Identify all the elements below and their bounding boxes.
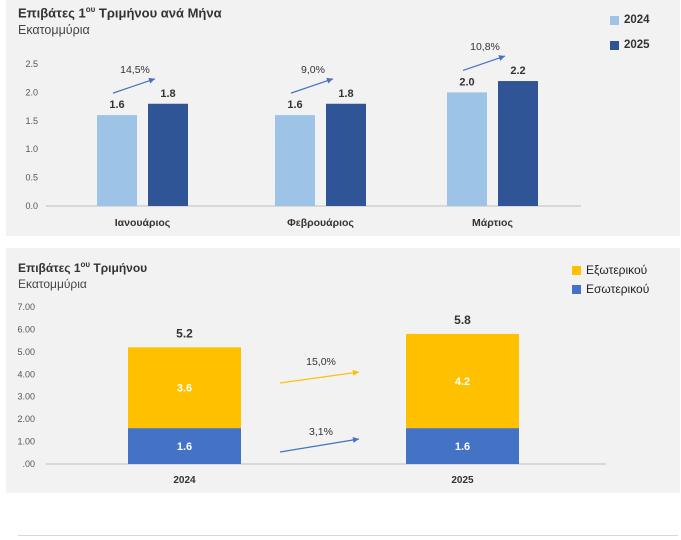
- legend-item-2025: 2025: [610, 37, 650, 53]
- chart-subtitle: Εκατομμύρια: [18, 23, 90, 37]
- chart-legend: Εξωτερικού Εσωτερικού: [572, 262, 649, 300]
- legend-label: 2025: [624, 39, 650, 51]
- legend-item-2024: 2024: [610, 12, 650, 28]
- bar-value-label: 2.2: [510, 65, 525, 77]
- y-tick-label: 1.00: [17, 437, 35, 447]
- y-tick-label: 0.5: [25, 173, 38, 183]
- monthly-chart-panel: Επιβάτες 1ου Τριμήνου ανά Μήνα Εκατομμύρ…: [6, 0, 680, 236]
- growth-label: 14,5%: [120, 64, 150, 76]
- bar-value-label: 1.8: [160, 88, 175, 100]
- x-tick-label: Μάρτιος: [472, 217, 513, 229]
- bar: [148, 103, 188, 206]
- chart-title: Επιβάτες 1ου Τριμήνου ανά Μήνα: [18, 5, 222, 21]
- bar-value-label: 2.0: [459, 76, 474, 88]
- x-tick-label: Φεβρουάριος: [287, 217, 354, 229]
- bar: [275, 115, 315, 206]
- monthly-bar-chart: 0.0 0.5 1.0 1.5 2.0 2.5 1.6 1.8 Ιανουάριος 14,5% 1…: [25, 41, 581, 229]
- quarter-stacked-bar-chart: .00 1.00 2.00 3.00 4.00 5.00 6.00 7.00 1.6 3.6 5.2…: [17, 302, 606, 486]
- total-value-label: 5.8: [454, 313, 471, 327]
- y-tick-label: 2.0: [25, 87, 38, 97]
- segment-value-label: 1.6: [455, 441, 470, 453]
- bar-external: [128, 347, 241, 429]
- chart-subtitle: Εκατομμύρια: [18, 277, 87, 291]
- growth-arrow-head: [148, 77, 155, 84]
- segment-value-label: 3.6: [177, 383, 192, 395]
- divider: [18, 535, 678, 536]
- growth-arrow-head: [352, 369, 359, 376]
- growth-label: 3,1%: [309, 426, 333, 438]
- quarter-chart-panel: Επιβάτες 1ου Τριμήνου Εκατομμύρια Εξωτερ…: [6, 248, 680, 493]
- bar: [447, 92, 487, 206]
- growth-arrow-head: [326, 77, 333, 84]
- legend-label: 2024: [624, 14, 650, 26]
- chart-title: Επιβάτες 1ου Τριμήνου: [18, 260, 148, 275]
- bar-domestic: [128, 428, 241, 464]
- segment-value-label: 4.2: [455, 376, 470, 388]
- bar: [498, 81, 538, 206]
- bar-value-label: 1.6: [287, 99, 302, 111]
- growth-arrow-line: [112, 78, 156, 94]
- y-tick-label: 0.0: [25, 201, 38, 211]
- total-value-label: 5.2: [176, 326, 193, 340]
- growth-arrow-line: [290, 78, 334, 94]
- y-tick-label: .00: [22, 459, 35, 469]
- growth-arrow-line: [279, 371, 360, 384]
- legend-item-domestic: Εσωτερικού: [572, 281, 649, 297]
- x-tick-label: 2025: [451, 475, 474, 486]
- growth-arrow-line: [279, 438, 360, 453]
- bar-external: [406, 333, 519, 429]
- y-tick-label: 4.00: [17, 369, 35, 379]
- y-tick-label: 3.00: [17, 392, 35, 402]
- y-tick-label: 1.0: [25, 144, 38, 154]
- legend-item-external: Εξωτερικού: [572, 262, 649, 278]
- y-tick-label: 2.5: [25, 59, 38, 69]
- legend-swatch: [610, 15, 619, 25]
- bar: [97, 115, 137, 206]
- legend-label: Εσωτερικού: [586, 282, 650, 296]
- y-tick-label: 2.00: [17, 414, 35, 424]
- bar-value-label: 1.8: [338, 88, 353, 100]
- x-tick-label: Ιανουάριος: [115, 217, 171, 229]
- segment-value-label: 1.6: [177, 441, 192, 453]
- growth-label: 15,0%: [306, 356, 336, 368]
- legend-label: Εξωτερικού: [586, 263, 648, 277]
- y-tick-label: 6.00: [17, 324, 35, 334]
- growth-label: 10,8%: [470, 41, 500, 53]
- growth-arrow-head: [352, 437, 359, 443]
- bar-domestic: [406, 428, 519, 464]
- y-tick-label: 7.00: [17, 302, 35, 312]
- growth-label: 9,0%: [301, 64, 325, 76]
- growth-arrow-head: [498, 55, 505, 61]
- growth-arrow-line: [462, 55, 506, 71]
- legend-swatch: [572, 284, 581, 294]
- y-tick-label: 1.5: [25, 116, 38, 126]
- legend-swatch: [572, 265, 581, 275]
- bar-value-label: 1.6: [109, 99, 124, 111]
- bar: [326, 103, 366, 206]
- chart-legend: 2024 2025: [610, 12, 650, 62]
- x-tick-label: 2024: [173, 475, 196, 486]
- y-tick-label: 5.00: [17, 347, 35, 357]
- legend-swatch: [610, 40, 619, 50]
